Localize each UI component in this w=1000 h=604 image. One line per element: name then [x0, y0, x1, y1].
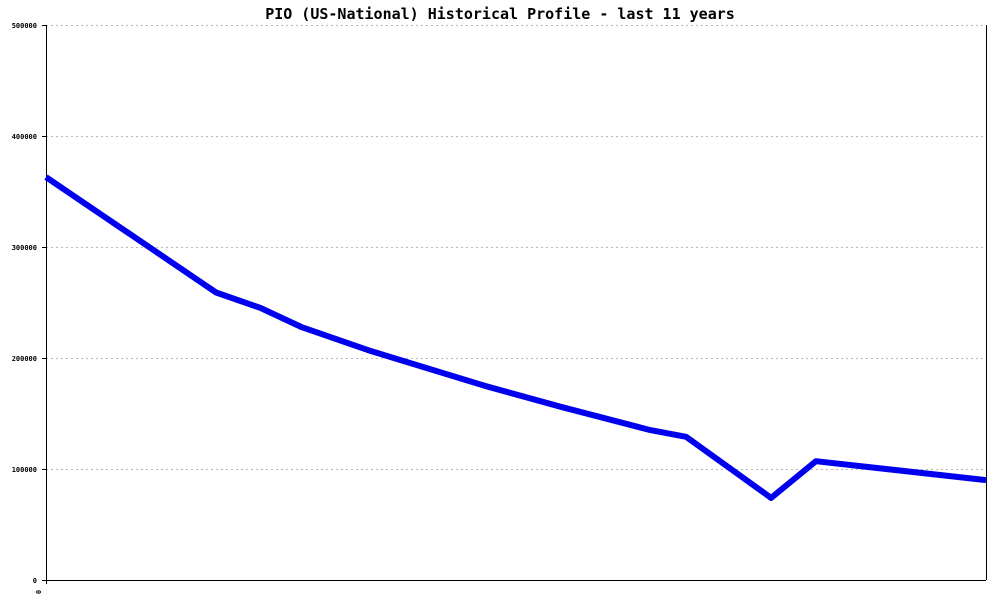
- grid-lines: [46, 26, 986, 470]
- y-tick-label: 0: [33, 577, 37, 585]
- y-tick-label: 500000: [12, 22, 37, 30]
- y-tick-label: 200000: [12, 355, 37, 363]
- y-tick-label: 300000: [12, 244, 37, 252]
- x-tick-label: 0: [35, 590, 43, 594]
- chart-title: PIO (US-National) Historical Profile - l…: [265, 5, 735, 23]
- series-layer: [46, 177, 986, 498]
- tick-labels: 0 100000 200000 300000 400000 500000 0: [12, 22, 43, 594]
- series-line: [46, 177, 986, 498]
- y-tick-label: 400000: [12, 133, 37, 141]
- axes: [42, 25, 987, 584]
- y-tick-label: 100000: [12, 466, 37, 474]
